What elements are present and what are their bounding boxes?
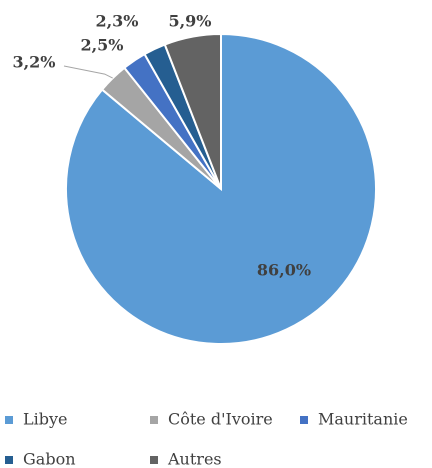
data-label: 2,5%: [80, 36, 123, 55]
pie-slice: [163, 32, 222, 190]
legend-label: Mauritanie: [318, 410, 408, 429]
legend-label: Gabon: [23, 450, 76, 468]
legend-swatch: [5, 416, 13, 424]
data-label: 3,2%: [12, 53, 55, 72]
legend-swatch: [300, 416, 308, 424]
data-label: 2,3%: [95, 12, 138, 31]
legend-swatch: [150, 456, 158, 464]
legend-swatch: [150, 416, 158, 424]
legend-label: Autres: [167, 450, 222, 468]
legend-label: Libye: [23, 410, 68, 429]
data-label: 5,9%: [168, 12, 211, 31]
data-label: 86,0%: [257, 261, 311, 280]
legend-label: Côte d'Ivoire: [168, 410, 273, 429]
leader-line: [63, 65, 113, 79]
legend-swatch: [5, 456, 13, 464]
